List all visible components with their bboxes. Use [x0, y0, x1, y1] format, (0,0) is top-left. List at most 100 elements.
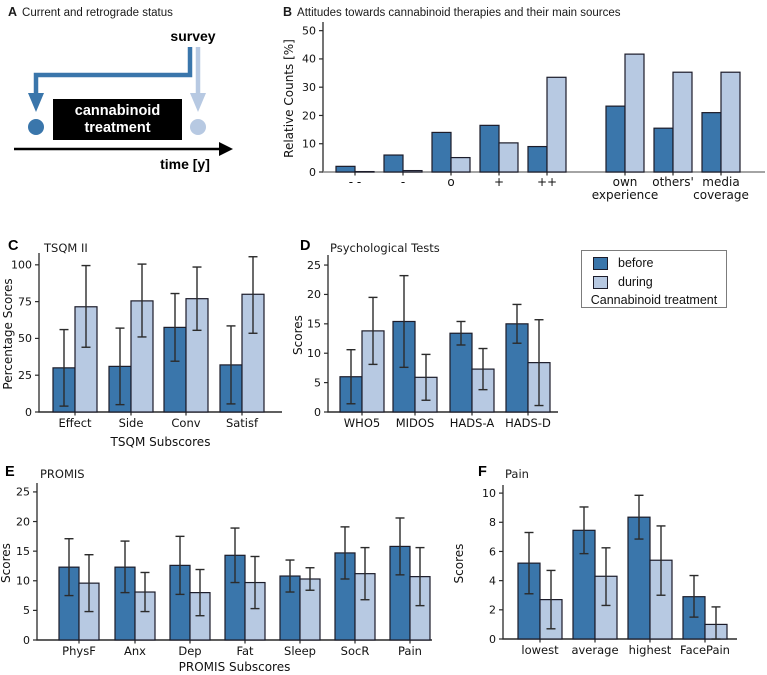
x-category-label: own: [613, 175, 638, 189]
bar-before-others': [653, 127, 674, 173]
x-category-label: FacePain: [680, 643, 730, 657]
panel-d-chart: D Psychological Tests 0 5 10 15 20 25 WHO5 MIDO…: [290, 230, 570, 460]
x-category-label: +: [494, 175, 504, 189]
legend-caption: Cannabinoid treatment: [590, 293, 718, 307]
time-axis-arrowhead-icon: [219, 142, 233, 156]
y-tick-label: 5: [314, 376, 321, 389]
y-tick-label: 10: [482, 487, 496, 500]
bar-during--: [402, 169, 423, 173]
x-category-label: Dep: [178, 644, 201, 658]
y-tick-label: 10: [302, 138, 316, 151]
chart-svg-F: 0 2 4 6 8 10 lowest average highest FacePain Score…: [452, 485, 737, 657]
panel-c-chart: C TSQM II 0 25 50 75 100 Effect Side Conv Satisf…: [0, 230, 290, 460]
bar-during-o: [450, 156, 471, 173]
y-tick-label: 6: [489, 545, 496, 558]
during-timepoint-dot: [190, 119, 206, 135]
bar-before-++: [527, 145, 548, 173]
treatment-box: [53, 99, 182, 140]
before-timepoint-dot: [28, 119, 44, 135]
panel-e-chart: E PROMIS 0 5 10 15 20 25 PhysF Anx Dep Fat Sleep So…: [0, 460, 440, 675]
y-tick-label: 4: [489, 574, 496, 587]
y-tick-label: 0: [23, 634, 30, 647]
y-tick-label: 0: [314, 406, 321, 419]
bar-before-o: [431, 131, 452, 173]
panel-b-letter: B: [283, 5, 293, 19]
y-axis-label: Percentage Scores: [1, 278, 15, 389]
bar-during-others': [672, 71, 693, 173]
x-category-label: PhysF: [62, 644, 96, 658]
chart-svg-D: 0 5 10 15 20 25 WHO5 MIDOS HADS-A HADS-D Scores: [291, 255, 558, 430]
panel-f-chart: F Pain 0 2 4 6 8 10 lowest average highest FacePa…: [440, 460, 767, 675]
panel-c-letter: C: [8, 238, 19, 254]
y-tick-label: 20: [302, 109, 316, 122]
y-tick-label: 75: [18, 295, 32, 308]
y-tick-label: 20: [16, 515, 30, 528]
bar-before-own_experience: [605, 105, 626, 173]
panel-c-chart-title: TSQM II: [44, 241, 88, 255]
x-category-label: SocR: [341, 644, 370, 658]
x-category-label: Sleep: [284, 644, 316, 658]
x-category-label: average: [571, 643, 618, 657]
legend: before during Cannabinoid treatment: [581, 250, 727, 308]
panel-e-chart-title: PROMIS: [40, 467, 85, 481]
y-tick-label: 5: [23, 604, 30, 617]
x-category-label: o: [447, 175, 454, 189]
y-tick-label: 20: [307, 288, 321, 301]
x-category-label: WHO5: [344, 416, 380, 430]
retrograde-arrow-line: [33, 47, 193, 95]
panel-a-title-text: Current and retrograde status: [22, 7, 173, 19]
chart-svg-E: 0 5 10 15 20 25 PhysF Anx Dep Fat Sleep SocR Pain Sco…: [0, 483, 432, 674]
y-tick-label: 2: [489, 604, 496, 617]
current-arrowhead-icon: [190, 93, 206, 112]
x-category-label: media: [702, 175, 739, 189]
panel-a-letter: A: [8, 5, 18, 19]
y-tick-label: 0: [489, 633, 496, 646]
bar-before--: [383, 154, 404, 173]
x-category-label: Satisf: [226, 416, 259, 430]
y-tick-label: 25: [18, 369, 32, 382]
chart-svg-C: 0 25 50 75 100 Effect Side Conv Satisf Percentage…: [1, 253, 282, 449]
y-tick-label: 50: [302, 24, 316, 37]
diagram-a-svg: [14, 47, 233, 156]
y-axis-label: Relative Counts [%]: [283, 39, 296, 158]
y-axis-label: Scores: [0, 543, 13, 583]
x-category-label: Anx: [124, 644, 146, 658]
bar-during-media_coverage: [720, 71, 741, 173]
x-category-label: MIDOS: [396, 416, 435, 430]
bar-before-+: [479, 124, 500, 173]
x-category-label: highest: [629, 643, 672, 657]
x-category-label: Pain: [398, 644, 422, 658]
treatment-box-label: cannabinoid treatment: [53, 99, 182, 140]
y-axis-label: Scores: [291, 315, 305, 355]
x-category-label: experience: [592, 188, 659, 202]
legend-row-during: during: [593, 275, 726, 289]
y-tick-label: 25: [16, 486, 30, 499]
panel-d-letter: D: [300, 238, 311, 254]
treatment-box-line2: treatment: [84, 119, 151, 136]
bar-during-++: [546, 76, 567, 173]
y-tick-label: 100: [11, 259, 32, 272]
before-swatch-icon: [593, 256, 608, 270]
y-tick-label: 15: [16, 545, 30, 558]
x-axis-label: PROMIS Subscores: [179, 660, 291, 674]
survey-label: survey: [170, 28, 216, 44]
time-axis-label: time [y]: [160, 156, 210, 172]
y-axis-label: Scores: [452, 544, 466, 584]
panel-a-diagram: A Current and retrograde status survey ca…: [0, 0, 270, 215]
legend-before-label: before: [618, 256, 654, 270]
panel-f-letter: F: [478, 464, 487, 480]
x-category-label: ++: [537, 175, 557, 189]
x-category-label: coverage: [693, 188, 749, 202]
panel-e-letter: E: [5, 464, 15, 480]
panel-b-chart: B Attitudes towards cannabinoid therapies…: [283, 0, 767, 215]
x-category-label: HADS-D: [505, 416, 551, 430]
bar-before-media_coverage: [701, 112, 722, 173]
bar-before--_-: [335, 165, 356, 173]
treatment-box-line1: cannabinoid: [74, 102, 161, 119]
y-tick-label: 0: [25, 406, 32, 419]
panel-d-chart-title: Psychological Tests: [330, 241, 440, 255]
x-category-label: others': [652, 175, 694, 189]
panel-f-chart-title: Pain: [505, 467, 529, 481]
